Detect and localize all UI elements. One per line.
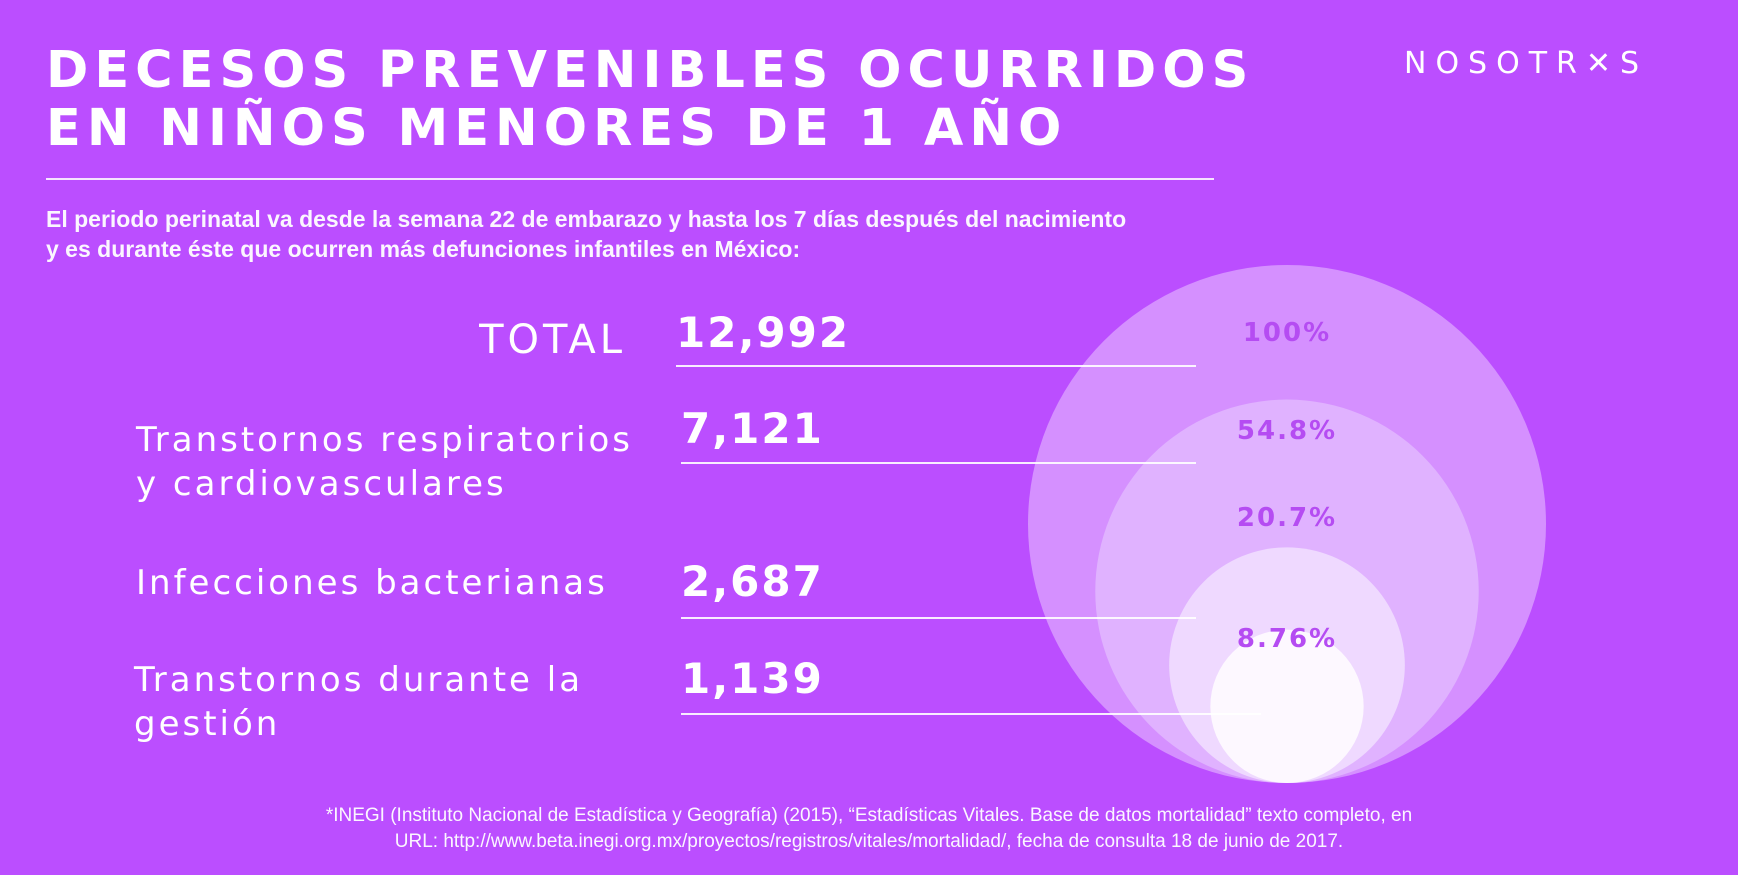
footnote-line-1: *INEGI (Instituto Nacional de Estadístic… [325, 805, 1413, 826]
brand-logo: NOSOTR✕S [1404, 46, 1649, 81]
row-label-gestion: Transtornos durante la gestión [134, 658, 583, 746]
circle-gestion [1210, 629, 1364, 783]
title-divider [46, 178, 1214, 180]
row-label-gestion-line-2: gestión [134, 704, 281, 744]
row-label-infecciones: Infecciones bacterianas [136, 561, 608, 605]
row-line-total [676, 365, 1196, 367]
row-value-respiratorios: 7,121 [681, 404, 824, 453]
row-line-gestion [681, 713, 1261, 715]
title-line-2: EN NIÑOS MENORES DE 1 AÑO [46, 99, 1068, 158]
intro-line-1: El periodo perinatal va desde la semana … [46, 206, 1127, 232]
pct-label-infecciones: 20.7% [1236, 503, 1338, 533]
row-label-infecciones-line-1: Infecciones bacterianas [136, 563, 608, 603]
pct-label-respiratorios: 54.8% [1236, 416, 1338, 446]
pct-label-total: 100% [1242, 318, 1332, 348]
row-label-respiratorios: Transtornos respiratorios y cardiovascul… [136, 418, 633, 506]
row-value-gestion: 1,139 [681, 654, 824, 703]
row-value-infecciones: 2,687 [681, 557, 824, 606]
row-label-gestion-line-1: Transtornos durante la [134, 660, 584, 700]
intro-line-2: y es durante éste que ocurren más defunc… [46, 236, 801, 262]
row-label-respiratorios-line-1: Transtornos respiratorios [136, 420, 634, 460]
row-line-respiratorios [681, 462, 1196, 464]
row-value-total: 12,992 [676, 308, 851, 357]
row-label-respiratorios-line-2: y cardiovasculares [136, 464, 507, 504]
source-footnote: *INEGI (Instituto Nacional de Estadístic… [0, 803, 1738, 855]
intro-text: El periodo perinatal va desde la semana … [46, 204, 1246, 264]
row-label-total: TOTAL [300, 318, 626, 362]
title-line-1: DECESOS PREVENIBLES OCURRIDOS [46, 41, 1255, 100]
pct-label-gestion: 8.76% [1236, 624, 1338, 654]
row-line-infecciones [681, 617, 1196, 619]
page-title: DECESOS PREVENIBLES OCURRIDOS EN NIÑOS M… [46, 41, 1255, 158]
row-label-total-line-1: TOTAL [479, 317, 626, 363]
footnote-line-2: URL: http://www.beta.inegi.org.mx/proyec… [394, 831, 1344, 852]
